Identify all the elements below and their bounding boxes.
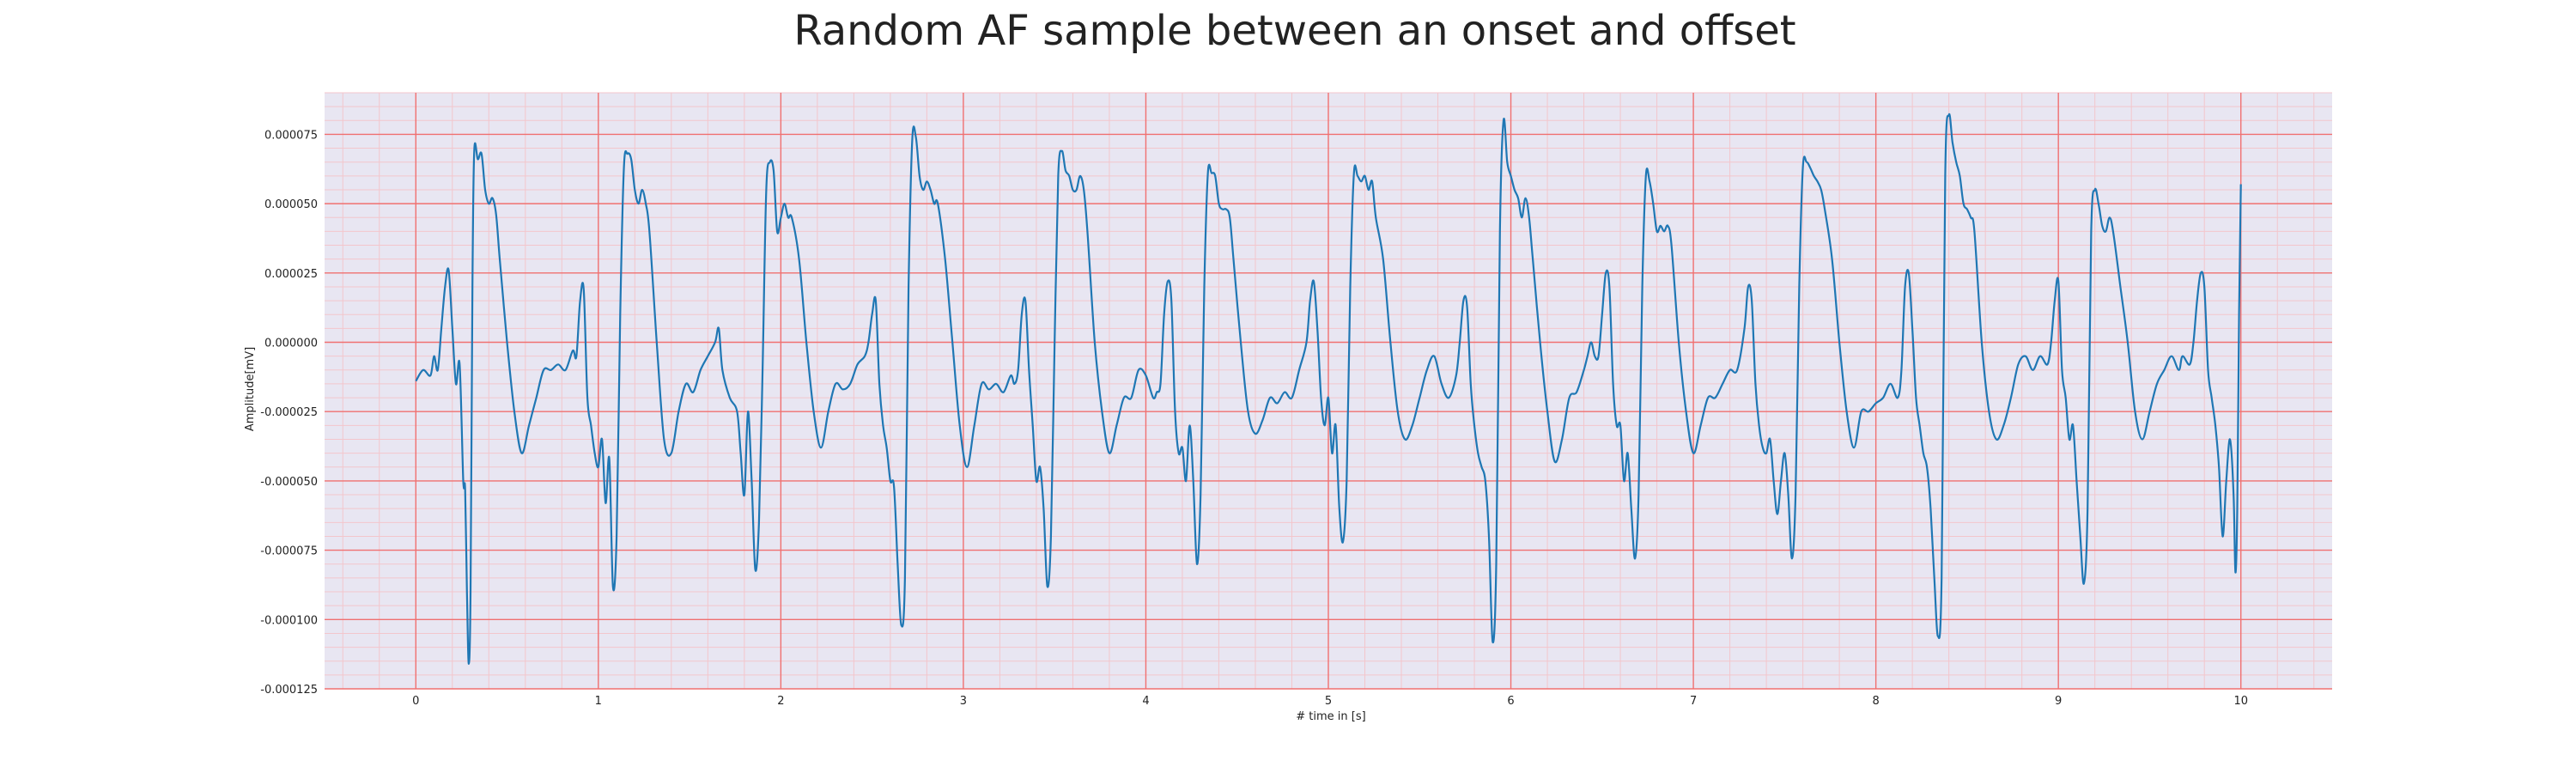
x-tick-label: 7 bbox=[1690, 695, 1697, 708]
x-tick-label: 8 bbox=[1872, 695, 1879, 708]
y-tick-label: -0.000025 bbox=[260, 406, 318, 419]
y-tick-label: -0.000125 bbox=[260, 684, 318, 697]
y-tick-label: 0.000075 bbox=[264, 129, 318, 142]
x-tick-labels: 0 1 2 3 4 5 6 7 8 9 10 bbox=[412, 695, 2248, 708]
y-tick-label: 0.000000 bbox=[264, 338, 318, 350]
x-tick-label: 9 bbox=[2055, 695, 2062, 708]
chart-title: Random AF sample between an onset and of… bbox=[793, 7, 1795, 55]
y-tick-label: -0.000050 bbox=[260, 476, 318, 489]
y-axis-label: Amplitude[mV] bbox=[244, 347, 257, 431]
major-grid bbox=[325, 93, 2332, 690]
x-tick-label: 6 bbox=[1507, 695, 1514, 708]
x-tick-label: 1 bbox=[595, 695, 602, 708]
x-tick-label: 4 bbox=[1142, 695, 1149, 708]
x-tick-label: 3 bbox=[960, 695, 967, 708]
x-tick-label: 2 bbox=[777, 695, 784, 708]
signal-line bbox=[415, 113, 2242, 665]
x-tick-label: 0 bbox=[412, 695, 419, 708]
y-tick-label: 0.000025 bbox=[264, 268, 318, 281]
y-tick-labels: 0.000075 0.000050 0.000025 0.000000 -0.00002… bbox=[260, 129, 318, 697]
x-axis-label: # time in [s] bbox=[1296, 710, 1365, 723]
y-tick-label: 0.000050 bbox=[264, 198, 318, 211]
y-tick-label: -0.000100 bbox=[260, 614, 318, 627]
y-tick-label: -0.000075 bbox=[260, 545, 318, 558]
x-tick-label: 10 bbox=[2233, 695, 2248, 708]
x-tick-label: 5 bbox=[1325, 695, 1332, 708]
